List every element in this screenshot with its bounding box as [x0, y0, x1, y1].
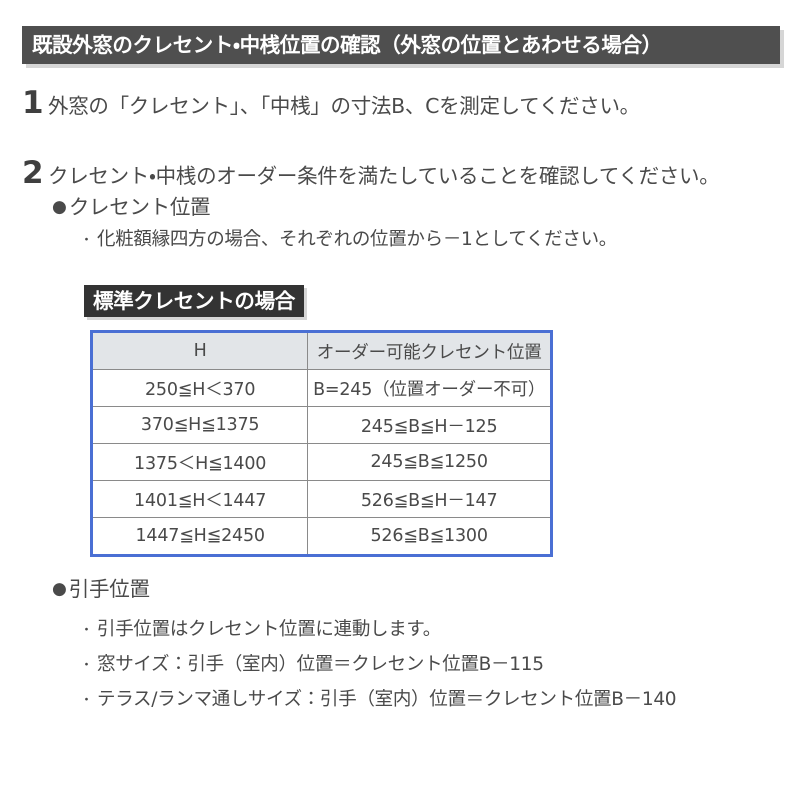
table-row: 1401≦H＜1447 526≦B≦H－147	[93, 480, 550, 518]
filled-circle-bullet-icon: ●	[52, 196, 67, 217]
cell-h-range: 1401≦H＜1447	[93, 480, 309, 518]
list-item: ・ 化粧額縁四方の場合、それぞれの位置から－1としてください。	[80, 229, 617, 250]
table-row: 250≦H＜370 B=245（位置オーダー不可）	[93, 369, 550, 407]
middle-dot-bullet-icon: ・	[80, 657, 94, 673]
step-1-text: 外窓の「クレセント」、「中桟」の寸法B、Cを測定してください。	[48, 94, 640, 118]
list-item: ・ テラス/ランマ通しサイズ：引手（室内）位置＝クレセント位置B－140	[80, 689, 677, 710]
list-item-text: テラス/ランマ通しサイズ：引手（室内）位置＝クレセント位置B－140	[97, 689, 677, 710]
middle-dot-bullet-icon: ・	[80, 622, 94, 638]
table-row: 1375＜H≦1400 245≦B≦1250	[93, 443, 550, 481]
cell-b-range: 245≦B≦1250	[307, 443, 550, 481]
cell-b-range: 245≦B≦H－125	[307, 406, 550, 444]
column-header-h: H	[93, 333, 309, 370]
column-header-orderable-position: オーダー可能クレセント位置	[307, 333, 550, 370]
table-caption-banner: 標準クレセントの場合	[84, 285, 304, 317]
middle-dot-bullet-icon: ・	[80, 232, 94, 248]
page-title: 既設外窓のクレセント・中桟位置の確認（外窓の位置とあわせる場合）	[32, 32, 662, 57]
cell-b-range: B=245（位置オーダー不可）	[307, 369, 550, 407]
section-crescent-position-label: クレセント位置	[68, 195, 211, 219]
list-item-text: 化粧額縁四方の場合、それぞれの位置から－1としてください。	[97, 229, 617, 250]
cell-b-range: 526≦B≦H－147	[307, 480, 550, 518]
table-row: 370≦H≦1375 245≦B≦H－125	[93, 406, 550, 444]
step-1-number: 1	[22, 85, 44, 121]
cell-h-range: 1447≦H≦2450	[93, 517, 309, 554]
table-header-row: H オーダー可能クレセント位置	[93, 333, 550, 370]
list-item: ・ 引手位置はクレセント位置に連動します。	[80, 619, 441, 640]
crescent-position-table: H オーダー可能クレセント位置 250≦H＜370 B=245（位置オーダー不可…	[93, 333, 550, 554]
step-2-number: 2	[22, 155, 44, 191]
cell-h-range: 1375＜H≦1400	[93, 443, 309, 481]
filled-circle-bullet-icon: ●	[52, 578, 67, 599]
section-handle-position: ● 引手位置	[52, 578, 150, 601]
list-item-text: 窓サイズ：引手（室内）位置＝クレセント位置B－115	[97, 654, 544, 675]
middle-dot-bullet-icon: ・	[80, 692, 94, 708]
table-caption: 標準クレセントの場合	[93, 288, 295, 313]
table-body: 250≦H＜370 B=245（位置オーダー不可） 370≦H≦1375 245…	[93, 369, 550, 554]
section-handle-position-label: 引手位置	[68, 577, 150, 601]
table-row: 1447≦H≦2450 526≦B≦1300	[93, 517, 550, 554]
step-1: 1 外窓の「クレセント」、「中桟」の寸法B、Cを測定してください。	[22, 88, 640, 119]
page-title-banner: 既設外窓のクレセント・中桟位置の確認（外窓の位置とあわせる場合）	[22, 26, 780, 64]
section-crescent-position: ● クレセント位置	[52, 195, 211, 219]
step-2-text: クレセント・中桟のオーダー条件を満たしていることを確認してください。	[48, 164, 720, 188]
cell-h-range: 250≦H＜370	[93, 369, 309, 407]
crescent-position-table-container: H オーダー可能クレセント位置 250≦H＜370 B=245（位置オーダー不可…	[90, 330, 553, 557]
list-item-text: 引手位置はクレセント位置に連動します。	[97, 619, 441, 640]
list-item: ・ 窓サイズ：引手（室内）位置＝クレセント位置B－115	[80, 654, 544, 675]
cell-b-range: 526≦B≦1300	[370, 526, 488, 546]
step-2: 2 クレセント・中桟のオーダー条件を満たしていることを確認してください。	[22, 155, 720, 191]
cell-h-range: 370≦H≦1375	[93, 406, 309, 444]
table-header: H オーダー可能クレセント位置	[93, 333, 550, 370]
